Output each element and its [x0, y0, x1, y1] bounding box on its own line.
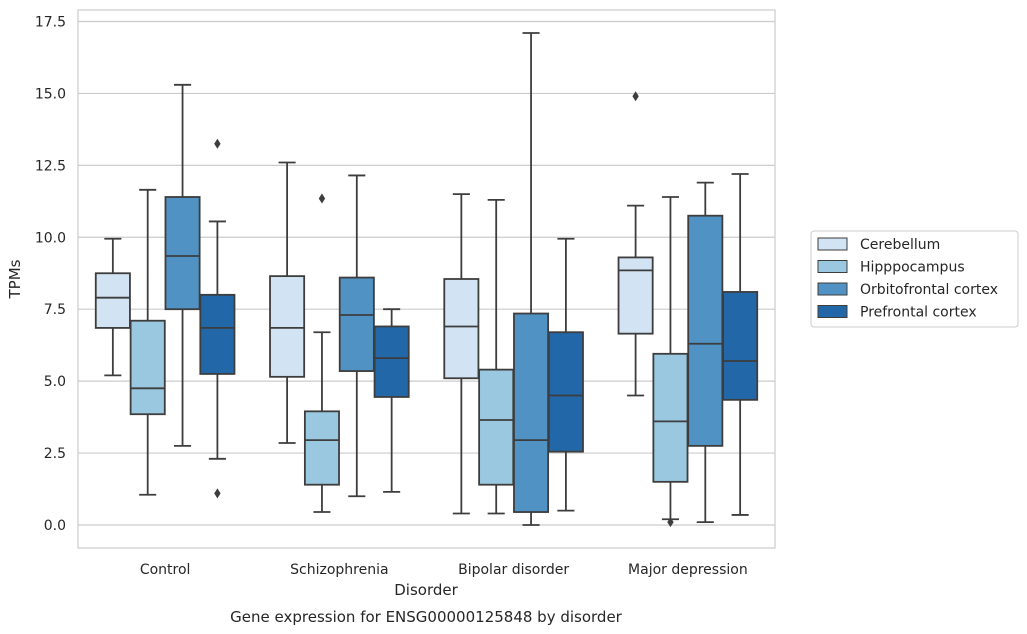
box-hipppocampus: [478, 198, 515, 515]
outlier-point: [214, 488, 221, 499]
outlier-point: [214, 138, 221, 149]
box-body: [129, 319, 166, 416]
box-orbitofrontal-cortex: [687, 181, 724, 524]
legend-swatch: [817, 282, 848, 296]
legend: Cerebellum Hipppocampus Orbitofrontal cort…: [810, 230, 1019, 328]
box-body: [687, 214, 724, 447]
box-body: [199, 293, 236, 375]
legend-label: Orbitofrontal cortex: [860, 282, 998, 298]
box-body: [94, 272, 131, 329]
box-orbitofrontal-cortex: [513, 32, 550, 526]
box-prefrontal-cortex: [199, 138, 236, 499]
box-orbitofrontal-cortex: [338, 174, 375, 498]
box-orbitofrontal-cortex: [164, 83, 201, 447]
box-body: [722, 291, 759, 401]
x-axis-label: Disorder: [394, 581, 458, 599]
box-prefrontal-cortex: [547, 237, 584, 512]
box-body: [652, 352, 689, 483]
y-tick-label: 12.5: [35, 158, 66, 174]
box-body: [513, 312, 550, 513]
chart-title: Gene expression for ENSG00000125848 by d…: [230, 608, 623, 626]
legend-frame: [810, 230, 1019, 328]
outlier-point: [318, 193, 326, 204]
box-body: [443, 278, 480, 380]
y-tick-label: 15.0: [35, 86, 66, 102]
y-tick-label: 5.0: [44, 374, 66, 390]
box-body: [269, 275, 306, 378]
box-cerebellum: [269, 161, 306, 444]
y-tick-label: 10.0: [35, 230, 66, 246]
box-prefrontal-cortex: [373, 308, 410, 493]
box-body: [478, 368, 515, 486]
box-body: [303, 410, 340, 486]
outlier-point: [667, 517, 674, 528]
legend-label: Hipppocampus: [860, 260, 965, 276]
y-tick-label: 2.5: [44, 446, 66, 462]
legend-label: Prefrontal cortex: [860, 305, 977, 321]
box-body: [338, 276, 375, 372]
box-prefrontal-cortex: [722, 173, 759, 516]
legend-label: Cerebellum: [860, 237, 940, 253]
y-tick-label: 17.5: [35, 15, 66, 31]
box-body: [373, 325, 410, 398]
x-tick-label: Bipolar disorder: [458, 562, 569, 578]
x-tick-label: Major depression: [628, 562, 748, 578]
box-body: [164, 196, 201, 311]
x-axis-tick-labels: Control Schizophrenia Bipolar disorder Majo…: [140, 562, 748, 578]
box-hipppocampus: [129, 188, 166, 496]
box-body: [617, 256, 654, 335]
y-tick-label: 7.5: [44, 302, 66, 318]
y-axis-tick-labels: 0.0 2.5 5.0 7.5 10.0 12.5 15.0 17.5: [35, 15, 66, 534]
box-hipppocampus: [303, 193, 340, 513]
box-series: [94, 32, 759, 528]
legend-swatch: [817, 305, 848, 318]
x-tick-label: Schizophrenia: [290, 562, 388, 578]
box-cerebellum: [617, 91, 654, 397]
plot-area-frame: [77, 9, 776, 549]
y-axis-label: TPMs: [6, 259, 24, 299]
legend-swatch: [817, 260, 848, 273]
legend-swatch: [817, 237, 848, 251]
box-cerebellum: [94, 237, 131, 377]
box-hipppocampus: [652, 196, 689, 528]
box-cerebellum: [443, 193, 480, 515]
x-tick-label: Control: [140, 562, 191, 578]
box-body: [547, 331, 584, 453]
outlier-point: [632, 91, 639, 102]
y-tick-label: 0.0: [44, 518, 66, 534]
